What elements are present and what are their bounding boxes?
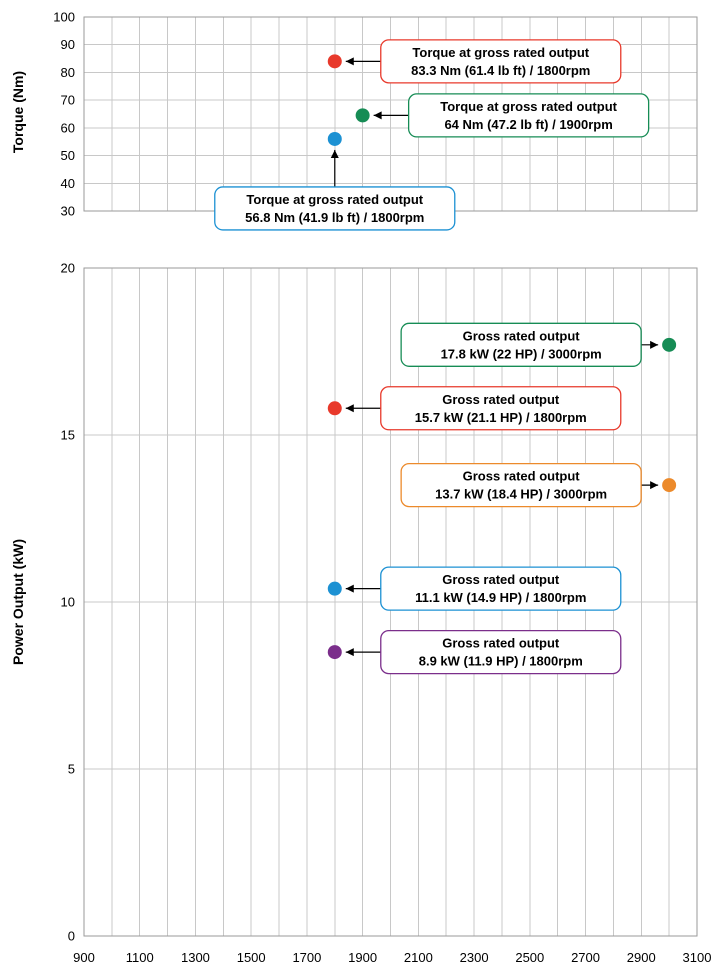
label-line-1: Gross rated output: [442, 636, 560, 651]
label-line-2: 15.7 kW (21.1 HP) / 1800rpm: [415, 410, 587, 425]
data-point-red: [327, 54, 342, 69]
label-box: [380, 39, 622, 84]
label-box: [407, 93, 650, 138]
x-tick-label: 2500: [515, 950, 544, 965]
x-tick-label: 1500: [237, 950, 266, 965]
data-point-blue: [327, 131, 342, 146]
label-box: [380, 386, 622, 431]
torque-y-tick-label: 40: [61, 176, 75, 191]
power-y-tick-label: 0: [68, 929, 75, 944]
data-point-orange: [662, 478, 677, 493]
torque-axis-title: Torque (Nm): [10, 71, 26, 153]
x-tick-label: 1900: [348, 950, 377, 965]
label-line-1: Gross rated output: [442, 392, 560, 407]
data-point-green: [662, 337, 677, 352]
x-tick-label: 1100: [126, 950, 154, 965]
x-tick-label: 2300: [460, 950, 489, 965]
label-arrow-head: [345, 57, 354, 66]
label-box: [380, 566, 622, 611]
label-line-2: 11.1 kW (14.9 HP) / 1800rpm: [415, 590, 586, 605]
x-tick-label: 900: [73, 950, 95, 965]
data-point-green: [355, 108, 370, 123]
label-arrow-head: [345, 404, 354, 413]
torque-y-tick-label: 80: [61, 65, 75, 80]
power-plot-frame: [83, 267, 698, 937]
x-tick-label: 3100: [683, 950, 712, 965]
label-line-1: Torque at gross rated output: [246, 192, 423, 207]
label-line-1: Gross rated output: [463, 469, 581, 484]
label-box: [400, 322, 642, 367]
power-y-tick-label: 10: [61, 595, 75, 610]
torque-y-tick-label: 90: [61, 37, 75, 52]
label-arrow-head: [650, 340, 659, 349]
data-point-purple: [327, 645, 342, 660]
label-arrow-head: [345, 648, 354, 657]
torque-y-tick-label: 50: [61, 148, 75, 163]
x-tick-label: 1300: [181, 950, 210, 965]
label-box: [214, 186, 456, 231]
label-arrow-head: [373, 111, 382, 120]
x-tick-label: 2100: [404, 950, 433, 965]
label-line-1: Torque at gross rated output: [440, 99, 617, 114]
label-line-2: 56.8 Nm (41.9 lb ft) / 1800rpm: [245, 210, 424, 225]
label-line-1: Gross rated output: [463, 328, 581, 343]
label-arrow-head: [650, 481, 659, 490]
power-y-tick-label: 5: [68, 762, 75, 777]
x-tick-label: 2700: [571, 950, 600, 965]
label-box: [380, 629, 622, 675]
x-tick-label: 2900: [627, 950, 656, 965]
label-line-1: Gross rated output: [442, 572, 560, 587]
label-line-2: 17.8 kW (22 HP) / 3000rpm: [441, 346, 602, 361]
data-point-blue: [327, 581, 342, 596]
data-point-red: [327, 401, 342, 416]
power-axis-title: Power Output (kW): [10, 539, 26, 665]
torque-y-tick-label: 60: [61, 120, 75, 135]
torque-y-tick-label: 30: [61, 204, 75, 219]
power-y-tick-label: 20: [61, 261, 75, 276]
label-line-1: Torque at gross rated output: [412, 45, 589, 60]
label-arrow-head: [345, 584, 354, 593]
label-line-2: 64 Nm (47.2 lb ft) / 1900rpm: [444, 117, 612, 132]
torque-y-tick-label: 100: [53, 10, 75, 25]
label-line-2: 8.9 kW (11.9 HP) / 1800rpm: [419, 654, 583, 669]
label-box: [400, 462, 642, 508]
torque-y-tick-label: 70: [61, 93, 75, 108]
label-arrow-head: [330, 149, 339, 158]
label-line-2: 83.3 Nm (61.4 lb ft) / 1800rpm: [411, 63, 590, 78]
label-line-2: 13.7 kW (18.4 HP) / 3000rpm: [435, 487, 607, 502]
power-y-tick-label: 15: [61, 428, 75, 443]
x-tick-label: 1700: [292, 950, 321, 965]
